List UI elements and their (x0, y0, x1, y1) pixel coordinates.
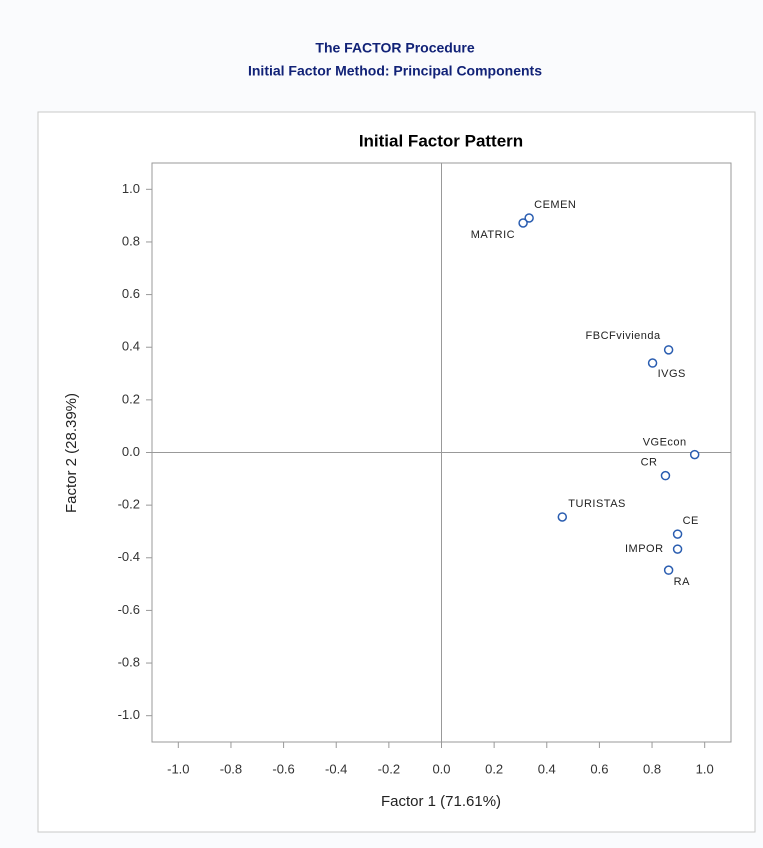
point-label: FBCFvivienda (586, 330, 661, 342)
method-subtitle: Initial Factor Method: Principal Compone… (248, 63, 542, 79)
point (689, 449, 700, 460)
x-tick-label: 0.6 (590, 761, 608, 776)
y-tick-label: 0.2 (122, 391, 140, 406)
y-tick-label: 1.0 (122, 181, 140, 196)
x-tick-label: -0.8 (220, 761, 242, 776)
y-tick-label: -0.8 (118, 654, 140, 669)
y-tick-label: 0.6 (122, 286, 140, 301)
point (672, 544, 683, 554)
x-tick-label: 0.0 (432, 761, 450, 776)
point (660, 470, 671, 481)
point-label: IVGS (658, 368, 686, 380)
x-tick-label: 0.2 (485, 761, 503, 776)
y-tick-label: -0.4 (118, 549, 140, 564)
y-tick-label: 0.0 (122, 444, 140, 459)
y-tick-label: -0.6 (118, 602, 140, 617)
point-label: CEMEN (534, 199, 576, 211)
x-tick-label: -0.2 (378, 761, 400, 776)
point (663, 565, 674, 575)
y-tick-label: -1.0 (118, 707, 140, 722)
point-label: IMPOR (625, 543, 664, 555)
x-tick-label: -1.0 (167, 761, 189, 776)
y-tick-label: -0.2 (118, 497, 140, 512)
point-label: CE (683, 515, 699, 527)
y-tick-label: 0.4 (122, 339, 140, 354)
point-label: RA (674, 576, 690, 588)
chart-title: Initial Factor Pattern (359, 131, 523, 150)
point (663, 345, 674, 355)
x-tick-label: 0.4 (538, 761, 556, 776)
point-label: TURISTAS (568, 498, 626, 510)
x-tick-label: -0.4 (325, 761, 347, 776)
point-label: MATRIC (471, 229, 515, 241)
chart-panel (37, 111, 756, 833)
point (518, 218, 528, 228)
x-tick-label: 0.8 (643, 761, 661, 776)
x-tick-label: 1.0 (696, 761, 714, 776)
point-label: VGEcon (643, 437, 687, 449)
y-axis-label: Factor 2 (28.39%) (63, 393, 80, 513)
point (524, 213, 534, 223)
x-axis-label: Factor 1 (71.61%) (381, 793, 501, 810)
point-label: CR (641, 457, 658, 469)
point (557, 512, 568, 522)
point (647, 358, 658, 368)
y-tick-label: 0.8 (122, 233, 140, 248)
x-tick-label: -0.6 (272, 761, 294, 776)
point (672, 529, 683, 539)
procedure-title: The FACTOR Procedure (315, 40, 474, 56)
